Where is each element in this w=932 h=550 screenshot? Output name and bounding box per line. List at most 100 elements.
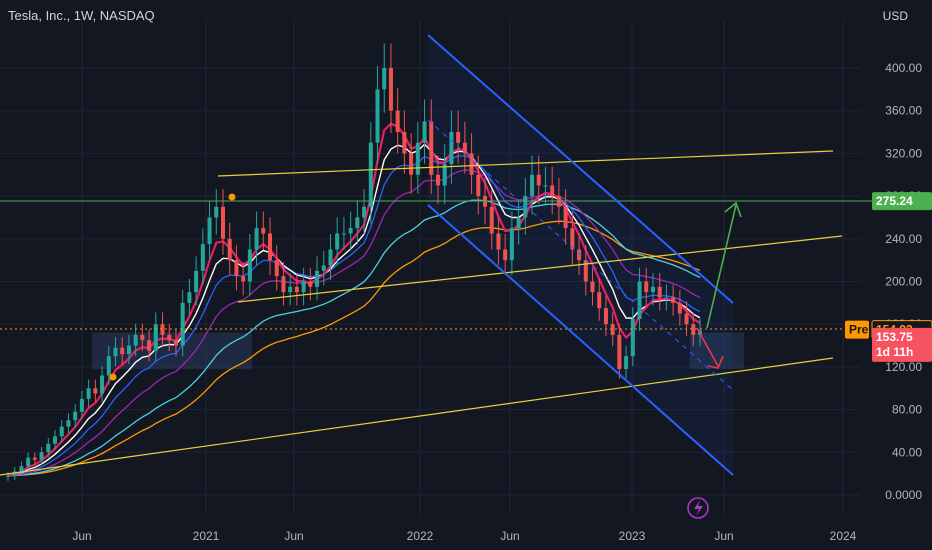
candle-body [630,318,635,357]
candle-body [530,174,535,197]
time-tick-label: 2021 [193,529,220,543]
trend-drawings [0,34,932,476]
candle-body [617,334,622,370]
price-axis[interactable]: 400.00360.00320.00280.00240.00200.00160.… [885,61,922,502]
candle-body [147,340,152,351]
candle-body [610,324,615,335]
upper-trendline [217,150,834,177]
candle-body [476,174,481,197]
candle-body [449,132,454,165]
candle-body [19,466,24,472]
time-tick-label: 2024 [830,529,857,543]
candle-body [227,238,232,261]
candle-body [355,217,360,229]
candle-body [456,132,461,143]
candle-body [12,471,17,476]
candle-body [234,260,239,277]
candle-body [66,420,71,427]
candle-body [187,292,192,303]
candle-body [288,286,293,293]
candle-body [671,297,676,303]
candle-body [516,217,521,229]
ma-blue-line [7,155,701,477]
candle-body [624,356,629,370]
candle-body [180,302,185,346]
candle-body [341,233,346,235]
bar-countdown-label: 1d 11h [876,345,913,359]
candle-body [368,142,373,207]
candle-body [402,132,407,154]
candle-body [308,281,313,287]
up-projection-arrow [706,204,737,329]
candle-body [536,174,541,186]
candle-body [409,153,414,175]
candle-body [395,110,400,133]
candle-body [214,206,219,218]
candle-body [133,334,138,346]
candle-body [53,436,58,444]
chart-title: Tesla, Inc., 1W, NASDAQ [8,8,155,23]
candle-body [570,228,575,250]
ema-fast-line [7,122,701,477]
candle-body [79,398,84,412]
candle-body [603,308,608,325]
down-arrowhead [707,355,724,369]
candle-body [220,206,226,239]
candle-body [429,121,434,175]
time-tick-label: Jun [284,529,303,543]
candle-body [415,142,420,175]
premarket-badge-label: Pre [849,323,869,337]
demand-zone-left [92,332,252,370]
moving-averages [7,122,701,477]
candlesticks [5,43,703,481]
channel-lower [427,204,734,476]
candle-body [583,260,588,282]
last-price-label: 153.75 [876,330,913,344]
candle-body [160,324,165,335]
candle-body [442,164,447,186]
candle-body [268,233,273,261]
time-tick-label: 2023 [619,529,646,543]
level-price-tag [872,192,932,211]
down-projection-arrow [696,327,719,367]
candle-body [335,233,340,250]
candle-body [39,452,44,460]
channel-upper [427,34,734,304]
candle-body [73,411,78,421]
candle-body [657,286,662,298]
candle-body [113,347,118,357]
middle-trendline [237,235,843,303]
price-tick-label: 200.00 [885,275,922,289]
time-axis[interactable]: Jun 2021 Jun 2022 Jun 2023 Jun 2024 [72,529,856,543]
flash-icon[interactable] [687,497,709,519]
level-price-tag-label: 275.24 [876,194,913,208]
candle-body [422,121,427,143]
price-tick-label: 120.00 [885,360,922,374]
candle-body [140,334,145,341]
event-marker [109,373,117,381]
candle-body [120,347,125,355]
candle-body [509,228,514,261]
up-arrowhead [724,201,742,218]
price-tick-label: 0.0000 [885,488,922,502]
price-tick-label: 240.00 [885,232,922,246]
price-tick-label: 360.00 [885,104,922,118]
candle-body [382,68,387,90]
candle-body [194,270,199,293]
candle-body [388,68,393,111]
candle-body [281,276,286,293]
candle-body [100,375,105,394]
candle-body [563,206,568,229]
candle-body [590,281,595,293]
currency-label: USD [882,9,908,23]
candle-body [32,457,37,460]
candle-body [59,426,64,437]
candle-body [577,249,582,261]
candle-body [274,260,279,277]
candle-body [375,89,380,143]
candle-body [26,457,31,467]
candle-body [46,443,51,453]
candle-body [637,281,642,319]
